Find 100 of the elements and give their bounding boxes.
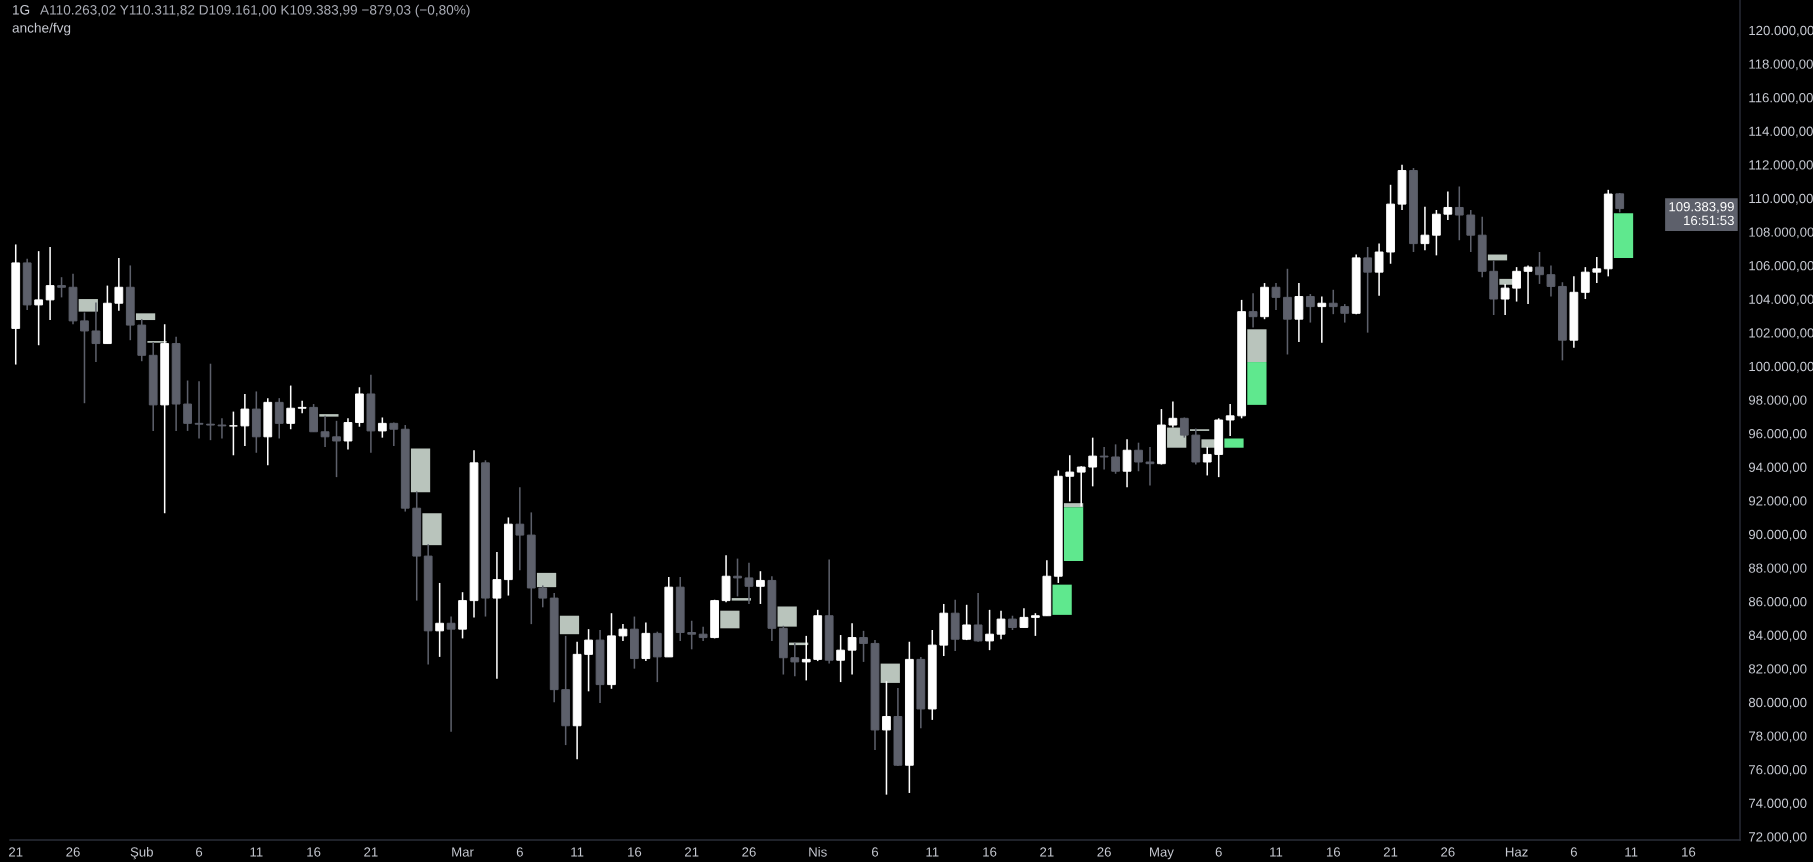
x-tick-label: 26 (1441, 847, 1455, 857)
candlestick (1466, 209, 1476, 253)
candlestick (114, 257, 124, 312)
y-tick-label: 108.000,00 (1749, 227, 1813, 239)
y-tick-label: 90.000,00 (1748, 529, 1807, 541)
candlestick (1248, 292, 1258, 329)
candlestick (1134, 441, 1143, 473)
x-tick-label: 11 (926, 847, 939, 857)
candlestick (1363, 246, 1373, 334)
candlestick (790, 641, 800, 677)
y-tick-label: 92.000,00 (1748, 496, 1807, 508)
y-tick-label: 94.000,00 (1748, 462, 1807, 474)
candlestick (492, 551, 502, 680)
x-tick-label: 16 (628, 847, 642, 857)
candlestick (756, 570, 765, 605)
x-tick-label: 16 (983, 847, 997, 857)
x-tick-label: Şub (130, 846, 153, 860)
candlestick (1271, 282, 1281, 311)
candlestick (45, 246, 55, 321)
candlestick (1088, 436, 1098, 488)
annotation: 16:51:53 (1684, 215, 1734, 226)
candlestick (1065, 454, 1075, 503)
candlestick (1145, 446, 1155, 487)
x-tick-label: 11 (250, 847, 263, 857)
x-tick-label: 26 (1097, 847, 1111, 857)
y-tick-label: 110.000,00 (1749, 193, 1813, 205)
candlestick (229, 410, 238, 457)
candlestick (515, 486, 525, 572)
candlestick (1202, 446, 1212, 477)
candlestick (1535, 251, 1544, 285)
x-tick-label: 6 (872, 847, 879, 857)
x-tick-label: 6 (196, 847, 203, 857)
x-tick-label: Haz (1505, 847, 1528, 857)
candlestick (435, 582, 445, 658)
y-tick-label: 116.000,00 (1749, 93, 1813, 104)
candlestick (274, 397, 284, 440)
x-tick-label: Nis (809, 846, 827, 857)
candlestick (1454, 185, 1464, 242)
candlestick (240, 393, 250, 447)
candlestick (1523, 264, 1533, 305)
candlestick (801, 635, 811, 682)
x-tick-label: 6 (516, 847, 523, 857)
candlestick (962, 604, 972, 641)
x-tick-label: May (1150, 847, 1174, 860)
annotation: A110.263,02 Y110.311,82 D109.161,00 K109.383,99 −879,03 (−0,80%) (40, 4, 470, 18)
candlestick (698, 625, 708, 642)
candlestick (80, 311, 89, 404)
candlestick (1283, 268, 1292, 356)
candlestick (217, 417, 227, 440)
candlestick (332, 420, 341, 478)
y-tick-label: 72.000,00 (1749, 832, 1807, 844)
x-tick-label: 6 (1215, 847, 1222, 857)
x-tick-label: 21 (685, 847, 699, 857)
y-tick-label: 74.000,00 (1749, 798, 1807, 810)
y-tick-label: 96.000,00 (1748, 429, 1807, 440)
candlestick (1443, 190, 1453, 221)
candlestick (343, 417, 353, 451)
candlestick (1546, 264, 1556, 298)
y-tick-label: 98.000,00 (1748, 395, 1807, 407)
candlestick (34, 250, 44, 347)
candlestick (446, 615, 456, 733)
candlestick (1031, 612, 1040, 637)
candlestick (1317, 295, 1327, 344)
candlestick (194, 380, 204, 440)
y-tick-label: 102.000,00 (1749, 328, 1813, 340)
candlestick (377, 416, 387, 439)
y-tick-label: 82.000,00 (1748, 664, 1807, 676)
candlestick (836, 634, 846, 683)
candlestick (286, 384, 296, 431)
candlestick (1179, 416, 1189, 439)
candlestick (1432, 209, 1441, 257)
candlestick (733, 557, 742, 598)
y-tick-label: 120.000,00 (1749, 25, 1813, 37)
candlestick (1099, 446, 1109, 471)
candlestick (1592, 256, 1602, 284)
chart-title: 1G (13, 5, 30, 15)
candlestick (973, 592, 983, 643)
candlestick (538, 584, 548, 609)
candlestick (744, 562, 754, 605)
candlestick (320, 415, 330, 448)
candlestick (1500, 283, 1510, 316)
candlestick (882, 680, 891, 796)
x-tick-label: 16 (1326, 847, 1341, 857)
candlestick (859, 630, 868, 663)
x-tick-label: 21 (1383, 847, 1398, 857)
x-tick-label: 21 (1040, 847, 1054, 857)
candlestick (687, 619, 697, 651)
x-tick-label: 16 (307, 847, 321, 857)
candlestick (1168, 400, 1178, 429)
y-tick-label: 86.000,00 (1748, 597, 1807, 608)
candlestick (91, 301, 101, 363)
candlestick (1420, 205, 1430, 252)
y-tick-label: 118.000,00 (1749, 59, 1813, 71)
candlestick (1076, 465, 1086, 508)
x-tick-label: 6 (1570, 847, 1577, 857)
y-tick-label: 80.000,00 (1748, 697, 1807, 709)
candlestick (1615, 192, 1625, 214)
candlestick (1225, 403, 1235, 437)
candlestick (183, 379, 192, 432)
x-tick-label: 26 (66, 847, 80, 857)
